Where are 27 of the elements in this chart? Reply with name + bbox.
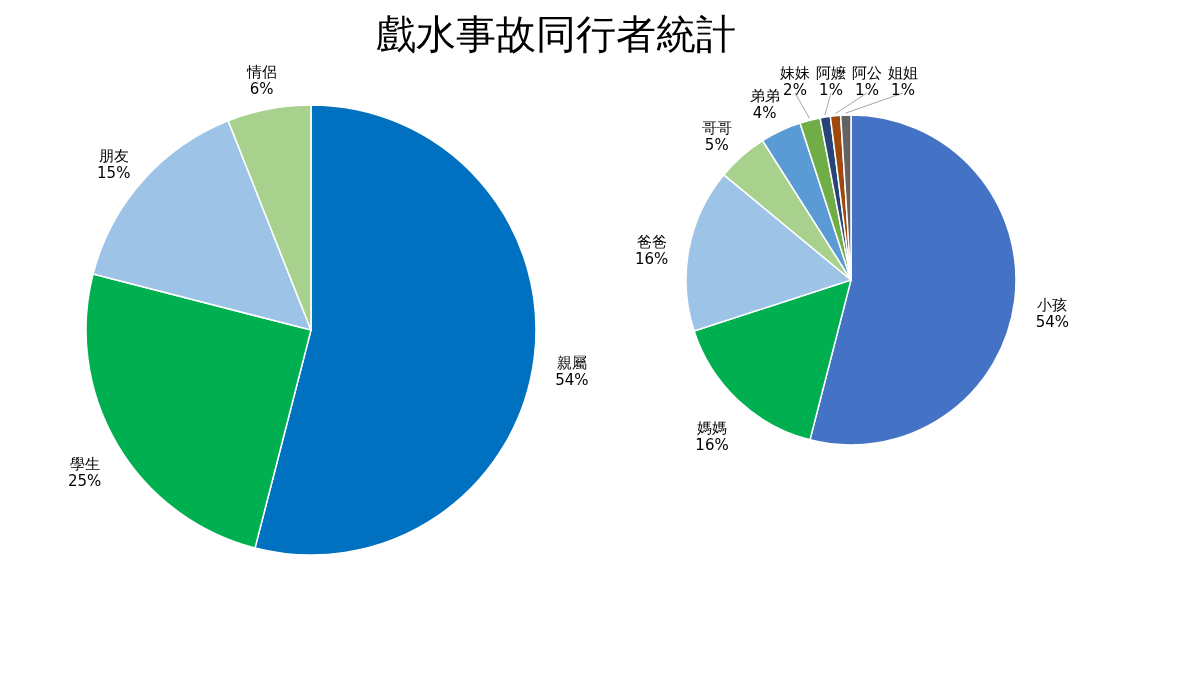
data-label: 5% xyxy=(704,135,729,154)
data-label: 1% xyxy=(819,81,843,99)
data-label: 4% xyxy=(752,104,777,123)
chart-title: 戲水事故同行者統計 xyxy=(376,10,736,57)
slice-label: 妹妹 xyxy=(780,64,810,82)
data-label: 15% xyxy=(97,164,131,183)
data-label: 1% xyxy=(855,81,879,99)
data-label: 6% xyxy=(249,79,274,98)
slice-label: 阿公 xyxy=(852,64,882,82)
slice-label: 情侶 xyxy=(245,62,277,81)
data-label: 54% xyxy=(1035,313,1070,332)
slice-label: 親屬 xyxy=(556,353,587,372)
slice-label: 阿嬤 xyxy=(816,64,846,82)
data-label: 1% xyxy=(891,81,915,99)
data-label: 54% xyxy=(555,370,589,389)
slice-label: 爸爸 xyxy=(636,232,667,251)
data-label: 16% xyxy=(634,249,669,268)
slice-label: 媽媽 xyxy=(697,418,728,437)
data-label: 2% xyxy=(783,81,807,99)
data-label: 16% xyxy=(695,435,729,454)
slice-label: 弟弟 xyxy=(749,87,780,106)
slice-label: 學生 xyxy=(69,454,100,473)
slice-label: 小孩 xyxy=(1037,296,1068,315)
slice-label: 朋友 xyxy=(98,147,129,166)
slice-label: 姐姐 xyxy=(888,64,918,82)
data-label: 25% xyxy=(67,471,102,490)
slice-label: 哥哥 xyxy=(701,118,732,137)
